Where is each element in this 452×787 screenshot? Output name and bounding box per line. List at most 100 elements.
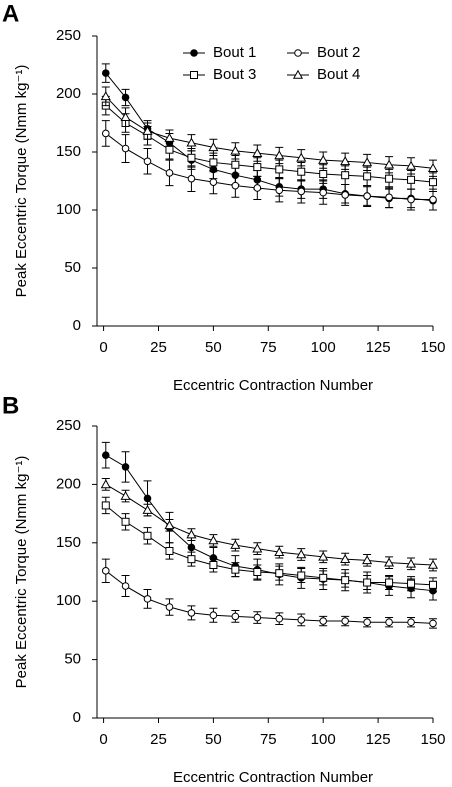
marker xyxy=(362,555,373,565)
marker xyxy=(363,172,372,181)
marker xyxy=(143,157,152,166)
marker xyxy=(340,156,351,166)
marker xyxy=(209,611,218,620)
series xyxy=(100,478,439,572)
panel-label: B xyxy=(2,392,19,419)
x-axis-label: Eccentric Contraction Number xyxy=(173,769,373,786)
line xyxy=(105,105,434,183)
x-axis-label: Eccentric Contraction Number xyxy=(173,377,373,394)
marker xyxy=(230,539,241,549)
marker xyxy=(101,451,110,460)
marker xyxy=(208,535,219,545)
marker xyxy=(165,603,174,611)
x-tick-label: 25 xyxy=(150,339,167,356)
marker xyxy=(407,579,416,588)
marker xyxy=(101,501,110,510)
marker xyxy=(231,160,240,169)
line xyxy=(105,133,433,201)
marker xyxy=(190,71,198,79)
y-tick-label: 150 xyxy=(56,534,81,551)
x-tick-label: 150 xyxy=(420,731,445,748)
marker xyxy=(101,129,110,138)
marker xyxy=(121,582,130,590)
marker xyxy=(252,147,263,157)
marker xyxy=(121,93,130,102)
y-tick-label: 0 xyxy=(73,709,81,726)
marker xyxy=(275,165,284,174)
marker xyxy=(120,111,131,121)
marker xyxy=(341,576,350,585)
x-tick-label: 25 xyxy=(150,731,167,748)
x-tick-label: 150 xyxy=(420,339,445,356)
marker xyxy=(292,69,304,79)
x-tick-label: 0 xyxy=(99,339,107,356)
series xyxy=(101,496,437,593)
marker xyxy=(209,178,218,186)
marker xyxy=(385,174,394,183)
marker xyxy=(187,609,196,617)
marker xyxy=(429,178,437,187)
marker xyxy=(187,555,196,564)
marker xyxy=(187,174,196,183)
y-tick-label: 200 xyxy=(56,85,81,102)
marker xyxy=(275,614,284,623)
marker xyxy=(384,159,395,169)
marker xyxy=(209,560,218,569)
marker xyxy=(385,618,393,627)
marker xyxy=(275,569,284,578)
marker xyxy=(274,546,285,556)
marker xyxy=(252,543,263,553)
x-tick-label: 50 xyxy=(205,339,222,356)
marker xyxy=(164,520,175,530)
marker xyxy=(319,573,328,582)
marker xyxy=(405,160,417,170)
y-tick-label: 250 xyxy=(56,27,81,44)
marker xyxy=(209,158,218,167)
x-tick-label: 125 xyxy=(366,731,391,748)
y-tick-label: 0 xyxy=(73,317,81,334)
marker xyxy=(297,187,306,196)
marker xyxy=(297,616,306,624)
marker xyxy=(405,558,417,568)
panel-label: A xyxy=(2,0,19,27)
marker xyxy=(297,167,306,176)
marker xyxy=(340,553,351,563)
x-tick-label: 50 xyxy=(205,731,222,748)
marker xyxy=(407,175,416,184)
marker xyxy=(100,479,111,489)
marker xyxy=(230,145,241,155)
marker xyxy=(253,613,262,622)
marker xyxy=(253,184,262,192)
marker xyxy=(187,543,196,552)
y-tick-label: 100 xyxy=(56,201,81,218)
x-tick-label: 75 xyxy=(260,731,277,748)
marker xyxy=(143,494,152,503)
marker xyxy=(384,557,395,567)
marker xyxy=(363,578,372,587)
marker xyxy=(143,595,152,603)
x-tick-label: 125 xyxy=(366,339,391,356)
marker xyxy=(143,531,152,540)
legend-label: Bout 4 xyxy=(317,66,360,83)
y-tick-label: 200 xyxy=(56,475,81,492)
marker xyxy=(165,145,174,154)
marker xyxy=(120,490,131,500)
marker xyxy=(318,551,329,561)
marker xyxy=(427,559,439,569)
marker xyxy=(121,517,130,526)
x-tick-label: 0 xyxy=(99,731,107,748)
y-tick-label: 50 xyxy=(64,259,81,276)
y-tick-label: 150 xyxy=(56,143,81,160)
marker xyxy=(363,618,371,627)
line xyxy=(105,95,434,169)
marker xyxy=(296,152,307,162)
marker xyxy=(407,618,415,627)
marker xyxy=(385,193,393,202)
marker xyxy=(231,181,240,190)
marker xyxy=(407,195,415,204)
marker xyxy=(319,617,327,625)
line xyxy=(105,570,434,624)
marker xyxy=(274,150,285,160)
marker xyxy=(296,549,307,559)
